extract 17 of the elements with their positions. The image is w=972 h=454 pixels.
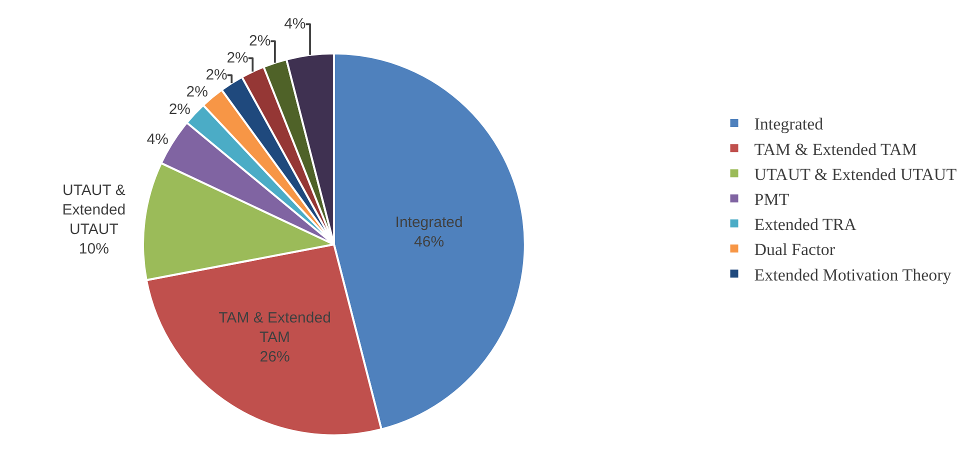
legend-label: UTAUT & Extended UTAUT — [754, 164, 958, 184]
data-label: 4% — [146, 131, 168, 148]
data-label: 2% — [226, 50, 248, 67]
data-label: 2% — [249, 32, 271, 50]
legend-label: TAM & Extended TAM — [754, 140, 917, 159]
data-label: TAM & Extended TAM 26% — [218, 310, 331, 366]
legend-label: Extended TRA — [754, 215, 858, 234]
data-label: 2% — [186, 84, 208, 101]
legend-label: Dual Factor — [754, 240, 836, 260]
legend-label: Integrated — [754, 114, 824, 134]
data-label: 2% — [206, 66, 228, 84]
data-label: 4% — [284, 16, 306, 33]
data-label: 2% — [168, 101, 190, 118]
legend-label: PMT — [754, 190, 790, 209]
legend-label: Extended Motivation Theory — [754, 265, 952, 284]
data-label: UTAUT & Extended UTAUT 10% — [62, 182, 126, 258]
data-label: Integrated 46% — [395, 214, 463, 251]
